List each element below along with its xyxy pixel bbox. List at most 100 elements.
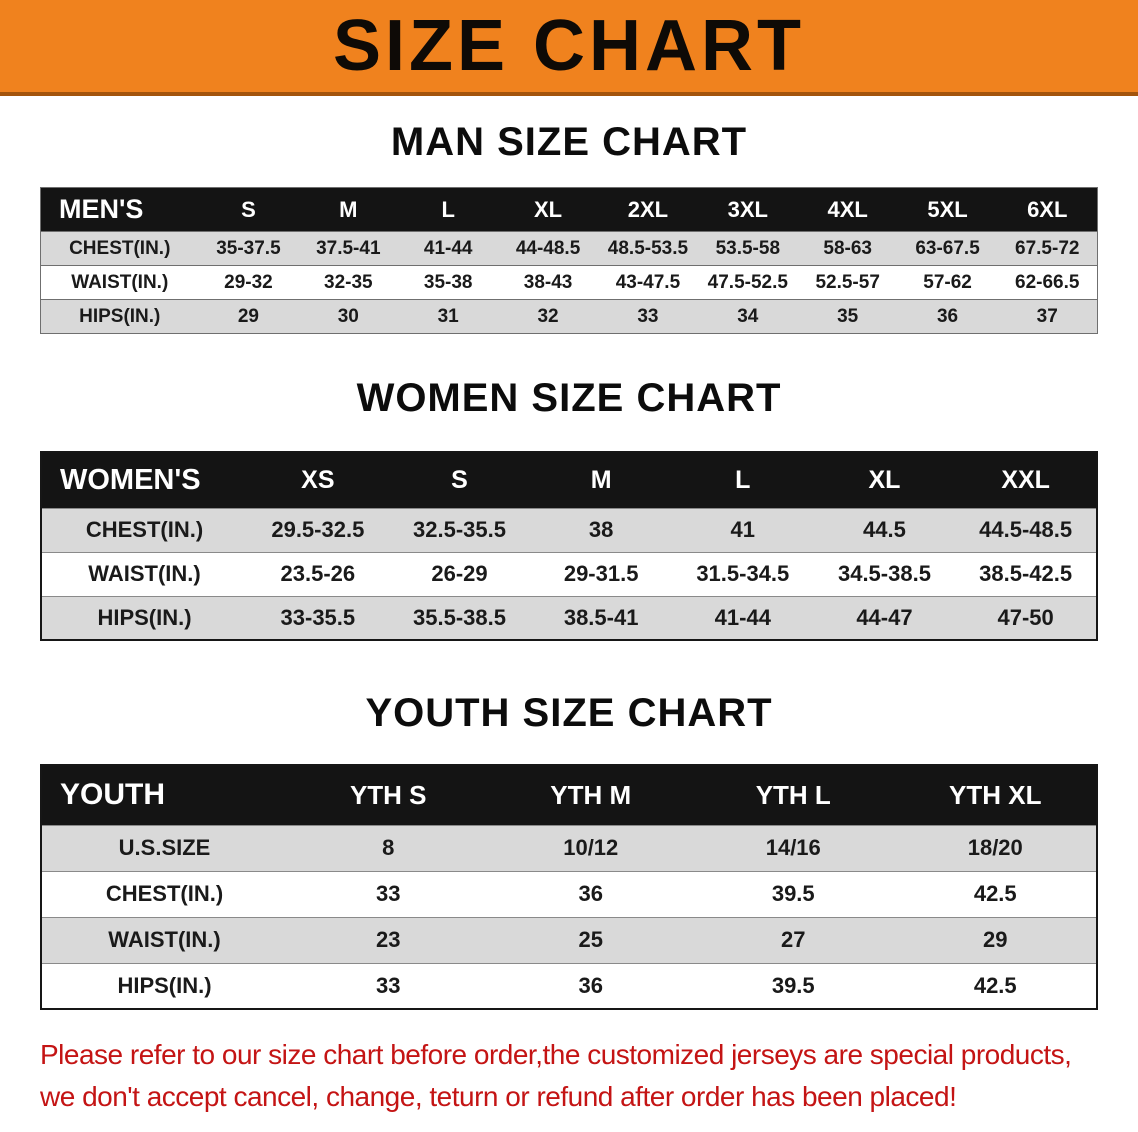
size-column-header: YTH L bbox=[755, 779, 831, 810]
measure-cell: 29-31.5 bbox=[563, 561, 639, 586]
measure-cell: 26-29 bbox=[431, 561, 488, 586]
measure-cell: 37.5-41 bbox=[316, 237, 381, 259]
youth-table-label: YOUTH bbox=[60, 778, 165, 812]
measure-cell: 31.5-34.5 bbox=[696, 561, 790, 586]
measure-cell: 32.5-35.5 bbox=[413, 517, 506, 542]
measure-cell: 35.5-38.5 bbox=[413, 604, 506, 630]
measure-cell: 38.5-42.5 bbox=[979, 561, 1073, 586]
row-label: CHEST(IN.) bbox=[69, 237, 171, 259]
size-column-header: XL bbox=[534, 196, 563, 222]
size-column-header: XL bbox=[868, 465, 901, 494]
measure-cell: 47.5-52.5 bbox=[707, 271, 788, 293]
youth-section: YOUTH SIZE CHART YOUTH YTH S YTH M YTH L… bbox=[0, 691, 1138, 1010]
measure-cell: 43-47.5 bbox=[615, 271, 681, 293]
row-label: CHEST(IN.) bbox=[85, 517, 204, 542]
measure-cell: 47-50 bbox=[997, 604, 1054, 630]
row-label: HIPS(IN.) bbox=[97, 604, 192, 630]
measure-cell: 32 bbox=[537, 305, 559, 327]
measure-cell: 42.5 bbox=[973, 972, 1017, 998]
youth-chest-row: CHEST(IN.) 33 36 39.5 42.5 bbox=[41, 871, 1097, 917]
measure-cell: 34 bbox=[737, 305, 759, 327]
youth-size-table: YOUTH YTH S YTH M YTH L YTH XL U.S.SIZE … bbox=[40, 764, 1098, 1010]
measure-cell: 53.5-58 bbox=[715, 237, 781, 259]
women-chest-row: CHEST(IN.) 29.5-32.5 32.5-35.5 38 41 44.… bbox=[41, 508, 1097, 552]
measure-cell: 14/16 bbox=[765, 835, 821, 860]
size-column-header: XXL bbox=[1001, 465, 1050, 494]
measure-cell: 42.5 bbox=[973, 881, 1017, 906]
measure-cell: 35-38 bbox=[423, 271, 473, 293]
measure-cell: 25 bbox=[578, 927, 603, 952]
measure-cell: 35-37.5 bbox=[216, 237, 281, 259]
measure-cell: 36 bbox=[936, 305, 959, 327]
row-label: WAIST(IN.) bbox=[71, 271, 169, 293]
men-table-label: MEN'S bbox=[59, 194, 144, 224]
size-column-header: 4XL bbox=[827, 196, 868, 222]
size-column-header: L bbox=[441, 196, 455, 222]
banner: SIZE CHART bbox=[0, 0, 1138, 96]
youth-waist-row: WAIST(IN.) 23 25 27 29 bbox=[41, 917, 1097, 963]
men-section-heading: MAN SIZE CHART bbox=[390, 120, 748, 164]
measure-cell: 44-47 bbox=[856, 604, 913, 630]
row-label: HIPS(IN.) bbox=[117, 972, 212, 998]
measure-cell: 33-35.5 bbox=[280, 604, 356, 630]
size-column-header: 2XL bbox=[627, 196, 669, 222]
size-column-header: YTH XL bbox=[949, 779, 1042, 810]
measure-cell: 33 bbox=[376, 972, 401, 998]
measure-cell: 38.5-41 bbox=[563, 604, 639, 630]
youth-hips-row: HIPS(IN.) 33 36 39.5 42.5 bbox=[41, 963, 1097, 1009]
size-column-header: 6XL bbox=[1027, 196, 1068, 222]
measure-cell: 33 bbox=[376, 881, 401, 906]
size-column-header: S bbox=[241, 196, 256, 222]
youth-ussize-row: U.S.SIZE 8 10/12 14/16 18/20 bbox=[41, 825, 1097, 871]
men-waist-row: WAIST(IN.) 29-32 32-35 35-38 38-43 43-47… bbox=[40, 265, 1098, 300]
row-label: WAIST(IN.) bbox=[108, 927, 221, 952]
size-column-header: L bbox=[735, 465, 751, 494]
men-header-row: MEN'S S M L XL 2XL 3XL 4XL 5XL 6XL bbox=[40, 187, 1098, 232]
disclaimer-note: Please refer to our size chart before or… bbox=[40, 1034, 1138, 1118]
size-column-header: 3XL bbox=[727, 196, 768, 222]
measure-cell: 41-44 bbox=[423, 237, 473, 259]
measure-cell: 29 bbox=[983, 927, 1008, 952]
youth-header-row: YOUTH YTH S YTH M YTH L YTH XL bbox=[41, 765, 1097, 825]
measure-cell: 29-32 bbox=[224, 271, 273, 293]
measure-cell: 58-63 bbox=[823, 237, 872, 259]
measure-cell: 44.5-48.5 bbox=[979, 517, 1073, 542]
measure-cell: 67.5-72 bbox=[1015, 237, 1080, 259]
measure-cell: 27 bbox=[781, 927, 806, 952]
measure-cell: 23.5-26 bbox=[280, 561, 356, 586]
measure-cell: 48.5-53.5 bbox=[607, 237, 689, 259]
size-column-header: M bbox=[590, 465, 612, 494]
size-column-header: XS bbox=[301, 465, 335, 494]
row-label: HIPS(IN.) bbox=[79, 305, 161, 327]
disclaimer-line-2: we don't accept cancel, change, teturn o… bbox=[40, 1081, 957, 1112]
page-title: SIZE CHART bbox=[333, 6, 805, 86]
measure-cell: 37 bbox=[1036, 305, 1058, 327]
measure-cell: 36 bbox=[578, 972, 603, 998]
measure-cell: 23 bbox=[376, 927, 401, 952]
women-section-heading: WOMEN SIZE CHART bbox=[356, 376, 782, 420]
measure-cell: 63-67.5 bbox=[915, 237, 980, 259]
women-table-label: WOMEN'S bbox=[60, 463, 201, 496]
women-waist-row: WAIST(IN.) 23.5-26 26-29 29-31.5 31.5-34… bbox=[41, 552, 1097, 596]
measure-cell: 44.5 bbox=[863, 517, 906, 542]
measure-cell: 41 bbox=[730, 517, 756, 542]
men-section: MAN SIZE CHART MEN'S S M L XL 2XL 3XL 4X… bbox=[0, 120, 1138, 334]
women-header-row: WOMEN'S XS S M L XL XXL bbox=[41, 452, 1097, 508]
row-label: CHEST(IN.) bbox=[105, 881, 224, 906]
measure-cell: 38-43 bbox=[523, 271, 573, 293]
men-hips-row: HIPS(IN.) 29 30 31 32 33 34 35 36 37 bbox=[40, 299, 1098, 334]
size-column-header: YTH M bbox=[550, 779, 632, 810]
measure-cell: 32-35 bbox=[324, 271, 373, 293]
measure-cell: 41-44 bbox=[714, 604, 771, 630]
measure-cell: 35 bbox=[837, 305, 859, 327]
youth-section-heading: YOUTH SIZE CHART bbox=[365, 691, 773, 735]
men-size-table: MEN'S S M L XL 2XL 3XL 4XL 5XL 6XL CHEST… bbox=[40, 187, 1098, 334]
disclaimer-line-1: Please refer to our size chart before or… bbox=[40, 1039, 1072, 1070]
measure-cell: 38 bbox=[588, 517, 614, 542]
men-chest-row: CHEST(IN.) 35-37.5 37.5-41 41-44 44-48.5… bbox=[40, 231, 1098, 266]
row-label: U.S.SIZE bbox=[118, 835, 211, 860]
measure-cell: 29.5-32.5 bbox=[271, 517, 365, 542]
measure-cell: 29 bbox=[237, 305, 259, 327]
women-section: WOMEN SIZE CHART WOMEN'S XS S M L XL XXL bbox=[0, 376, 1138, 641]
measure-cell: 33 bbox=[637, 305, 659, 327]
